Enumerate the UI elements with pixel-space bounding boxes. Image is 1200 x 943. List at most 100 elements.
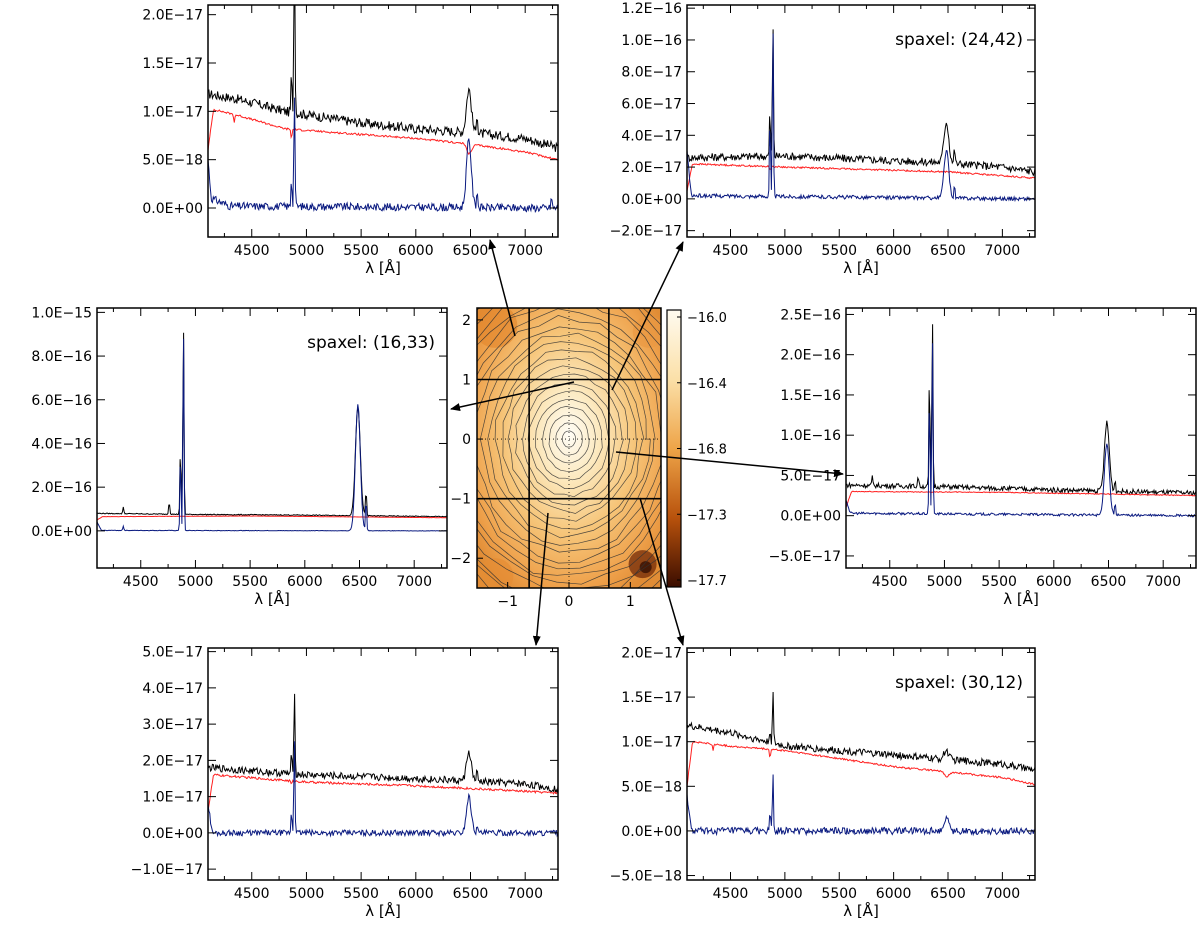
y-tick-label: 1.0E−16 [621,33,682,49]
x-tick-label: 6000 [876,886,912,902]
x-tick-label: 5000 [767,243,803,259]
y-tick-label: 1.0E−17 [621,735,682,751]
series-stellar-line [687,162,1035,192]
x-axis-label: λ [Å] [365,901,401,920]
pointer-arrow [532,512,549,646]
plot-frame [686,647,1036,881]
map-y-tick-label: 1 [462,372,471,388]
x-tick-label: 6000 [287,574,323,590]
series-emission-line [208,97,558,214]
map-y-tick-label: 2 [462,313,471,329]
series-total-line [208,693,558,795]
x-tick-label: 6500 [453,886,489,902]
x-tick-label: 6000 [398,243,434,259]
y-tick-label: 6.0E−16 [31,393,92,409]
x-tick-label: 7000 [985,243,1021,259]
series-stellar-line [208,773,558,813]
contour-line [477,308,661,576]
x-tick-label: 5000 [767,886,803,902]
x-tick-label: 7000 [1145,574,1181,590]
y-tick-label: 5.0E−17 [142,645,203,661]
x-tick-label: 5500 [821,243,857,259]
series-emission-line [846,343,1196,518]
contour-line [555,422,583,456]
series-stellar-line [97,515,447,521]
pointer-arrow [615,451,844,478]
y-tick-label: −1.0E−17 [131,862,203,878]
contour-line [522,383,617,498]
colorbar-tick-label: −16.4 [687,377,727,392]
map-patch [632,315,661,348]
series-total-line [208,5,558,152]
map-y-tick-label: −1 [450,492,471,508]
map-y-tick-label: −2 [450,551,471,567]
series-stellar-line [687,740,1035,787]
spectrum-panel-bottom-right: 4500 5000 5500 6000 6500 7000 −5.0E−18 0.0E+00 5… [610,645,1036,920]
contour-line [477,326,661,553]
y-tick-label: 3.0E−17 [142,717,203,733]
contour-line [477,308,661,588]
x-tick-label: 5500 [232,574,268,590]
map-patch [477,308,518,348]
series-stellar-line [208,108,558,161]
colorbar-tick-label: −16.8 [687,443,727,458]
y-tick-label: 0.0E+00 [142,201,203,217]
x-tick-label: 4500 [123,574,159,590]
x-tick-label: 4500 [713,886,749,902]
pointer-arrow [611,241,684,391]
pointer-arrow [488,239,516,337]
series-emission-line [208,741,558,838]
y-tick-label: 1.5E−16 [780,388,841,404]
series-stellar-line [846,490,1196,508]
y-tick-label: 0.0E+00 [142,826,203,842]
y-tick-label: 1.0E−16 [780,428,841,444]
series-total-line [687,29,1035,177]
y-tick-label: 8.0E−17 [621,65,682,81]
y-tick-label: 4.0E−17 [142,681,203,697]
x-tick-label: 5000 [178,574,214,590]
spaxel-annotation: spaxel: (30,12) [895,673,1023,693]
x-tick-label: 4500 [713,243,749,259]
spectrum-panel-top-right: 4500 5000 5500 6000 6500 7000 −2.0E−17 0.0E+00 2… [610,1,1036,277]
y-tick-label: 2.0E−17 [142,8,203,24]
spaxel-annotation: spaxel: (24,42) [895,30,1023,50]
contour-line [494,349,645,530]
plot-frame [96,307,448,569]
y-tick-label: 2.0E−17 [621,645,682,661]
spaxel-annotation: spaxel: (16,33) [307,333,435,353]
y-tick-label: 2.0E−17 [621,160,682,176]
x-tick-label: 6000 [876,243,912,259]
y-tick-label: 2.0E−16 [780,348,841,364]
contour-line [562,430,576,448]
colorbar-tick-label: −16.0 [687,311,727,326]
x-tick-label: 5500 [343,886,379,902]
x-tick-label: 4500 [872,574,908,590]
spectrum-panel-bottom-left: 4500 5000 5500 6000 6500 7000 −1.0E−17 0.0E+00 1… [131,645,559,920]
y-tick-label: 0.0E+00 [780,509,841,525]
plot-frame [207,647,559,881]
y-tick-label: 5.0E−18 [142,153,203,169]
x-tick-label: 5000 [289,886,325,902]
y-tick-label: −2.0E−17 [610,224,682,240]
x-tick-label: 7000 [507,886,543,902]
contour-line [477,308,661,588]
y-tick-label: 1.0E−17 [142,790,203,806]
plot-frame [207,4,559,238]
spectrum-panel-mid-right: 4500 5000 5500 6000 6500 7000−5.0E−170.0E+005… [769,307,1197,608]
y-tick-label: 5.0E−18 [621,779,682,795]
map-x-tick-label: −1 [497,594,518,610]
map-y-tick-label: 0 [462,432,471,448]
x-tick-label: 6000 [398,886,434,902]
contour-line [542,406,597,472]
y-tick-label: 6.0E−17 [621,97,682,113]
spectrum-panel-mid-left: 4500 5000 5500 6000 6500 7000 0.0E+00 2.0E−16 4.… [31,305,448,608]
x-axis-label: λ [Å] [843,258,879,277]
contour-line [487,341,651,539]
map-patch [477,558,514,588]
x-axis-label: λ [Å] [365,258,401,277]
colorbar: −16.0 −16.4 −16.8 −17.3 −17.7 [666,309,727,589]
map-x-tick-label: 0 [565,594,574,610]
y-tick-label: 2.5E−16 [780,307,841,323]
y-tick-label: 4.0E−16 [31,436,92,452]
